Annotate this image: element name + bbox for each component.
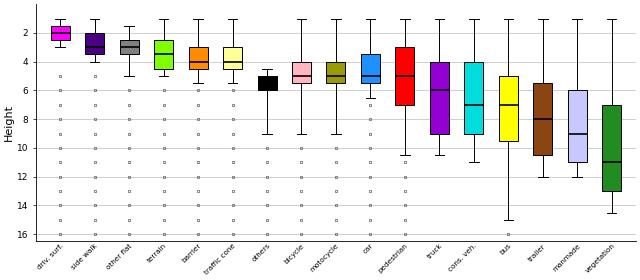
PathPatch shape xyxy=(85,33,104,55)
PathPatch shape xyxy=(154,40,173,69)
PathPatch shape xyxy=(292,62,311,83)
PathPatch shape xyxy=(51,26,70,40)
PathPatch shape xyxy=(430,62,449,134)
PathPatch shape xyxy=(223,47,242,69)
PathPatch shape xyxy=(465,62,483,134)
PathPatch shape xyxy=(396,47,414,105)
PathPatch shape xyxy=(602,105,621,191)
PathPatch shape xyxy=(257,76,276,90)
PathPatch shape xyxy=(361,55,380,83)
PathPatch shape xyxy=(326,62,346,83)
PathPatch shape xyxy=(189,47,207,69)
PathPatch shape xyxy=(120,40,139,55)
Y-axis label: Height: Height xyxy=(4,104,14,141)
PathPatch shape xyxy=(533,83,552,155)
PathPatch shape xyxy=(568,90,587,162)
PathPatch shape xyxy=(499,76,518,141)
